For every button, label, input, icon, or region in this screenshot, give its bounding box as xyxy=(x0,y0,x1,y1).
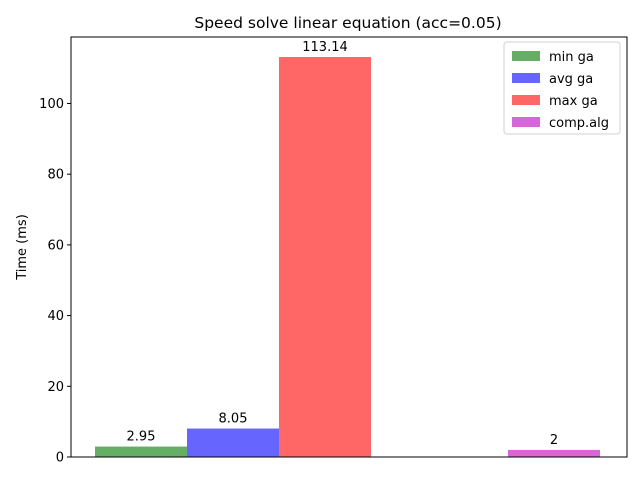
y-tick-label: 80 xyxy=(47,168,64,183)
legend-swatch xyxy=(512,73,540,83)
data-labels-layer: 2.95 8.05 113.14 2 xyxy=(127,40,559,448)
legend-swatch xyxy=(512,95,540,105)
legend-label: avg ga xyxy=(549,72,593,87)
y-tick-label: 40 xyxy=(47,309,64,324)
bars-layer xyxy=(95,57,600,457)
data-label: 2.95 xyxy=(127,430,156,445)
data-label: 2 xyxy=(550,433,558,448)
legend: min ga avg ga max ga comp.alg xyxy=(503,41,621,135)
y-tick-label: 60 xyxy=(47,238,64,253)
bar-min-ga xyxy=(95,446,187,457)
bar-max-ga xyxy=(279,57,371,457)
y-tick-label: 0 xyxy=(56,451,64,466)
legend-label: max ga xyxy=(549,94,598,109)
y-axis: 0 20 40 60 80 100 xyxy=(39,97,71,466)
legend-box xyxy=(503,41,621,135)
bar-comp-alg xyxy=(508,449,600,457)
plot-frame xyxy=(70,36,628,458)
data-label: 113.14 xyxy=(302,40,348,55)
legend-swatch xyxy=(512,117,540,127)
y-tick-label: 20 xyxy=(47,380,64,395)
legend-swatch xyxy=(512,51,540,61)
legend-label: comp.alg xyxy=(549,116,609,131)
data-label: 8.05 xyxy=(219,412,248,427)
legend-label: min ga xyxy=(549,50,594,65)
chart-title: Speed solve linear equation (acc=0.05) xyxy=(194,14,501,32)
y-tick-label: 100 xyxy=(39,97,64,112)
y-axis-label: Time (ms) xyxy=(15,214,30,281)
bar-avg-ga xyxy=(187,428,279,457)
